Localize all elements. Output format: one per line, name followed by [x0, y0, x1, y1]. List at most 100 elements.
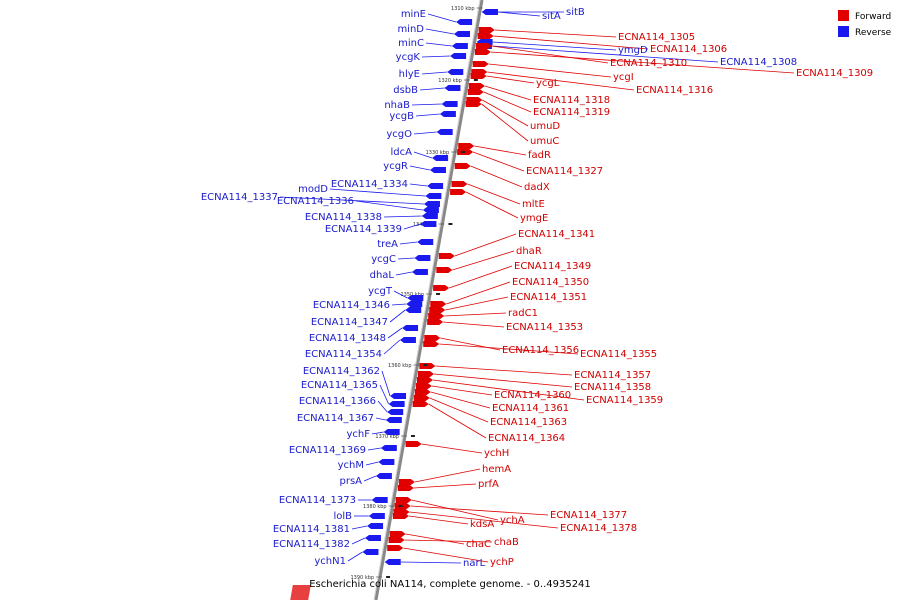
gene-label-modd[interactable]: modD	[298, 184, 328, 195]
gene-label-umuc[interactable]: umuC	[530, 136, 559, 147]
gene-feature-ecna114-1310[interactable]	[475, 43, 492, 49]
gene-feature-ecna114-1336[interactable]	[422, 207, 439, 213]
gene-feature-ecna114-1350[interactable]	[430, 301, 447, 307]
gene-feature-ecna114-1355[interactable]	[423, 341, 440, 347]
gene-label-hlye[interactable]: hlyE	[399, 69, 420, 80]
gene-feature-prfa[interactable]	[397, 485, 414, 491]
gene-label-hema[interactable]: hemA	[482, 464, 511, 475]
gene-feature-trea[interactable]	[417, 239, 434, 245]
gene-label-ecna114-1373[interactable]: ECNA114_1373	[279, 495, 356, 506]
gene-label-dhar[interactable]: dhaR	[516, 246, 542, 257]
gene-feature-ecna114-1382[interactable]	[364, 535, 381, 541]
gene-label-ecna114-1355[interactable]: ECNA114_1355	[580, 349, 657, 360]
gene-feature-ecna114-1305[interactable]	[478, 27, 495, 33]
gene-feature-ecna114-1367[interactable]	[385, 417, 402, 423]
gene-feature-ecna114-1365[interactable]	[388, 401, 405, 407]
gene-label-ychf[interactable]: ychF	[346, 429, 370, 440]
gene-label-ecna114-1359[interactable]: ECNA114_1359	[586, 395, 663, 406]
gene-feature-ycgk[interactable]	[450, 53, 467, 59]
gene-feature-ymge[interactable]	[450, 189, 467, 195]
gene-label-sitb[interactable]: sitB	[566, 7, 585, 18]
gene-feature-ecna114-1318[interactable]	[468, 83, 485, 89]
gene-feature-ecna114-1348[interactable]	[402, 325, 419, 331]
gene-feature-modd[interactable]	[425, 193, 442, 199]
gene-label-mind[interactable]: minD	[397, 24, 424, 35]
gene-feature-minc[interactable]	[451, 43, 468, 49]
gene-label-ecna114-1346[interactable]: ECNA114_1346	[313, 300, 390, 311]
gene-label-ychh[interactable]: ychH	[484, 448, 509, 459]
gene-feature-ycgb[interactable]	[439, 111, 456, 117]
gene-label-dhal[interactable]: dhaL	[370, 270, 395, 281]
gene-label-ecna114-1354[interactable]: ECNA114_1354	[305, 349, 382, 360]
gene-label-ecna114-1319[interactable]: ECNA114_1319	[533, 107, 610, 118]
gene-feature-ecna114-1364[interactable]	[412, 401, 429, 407]
gene-feature-ecna114-1346[interactable]	[406, 301, 423, 307]
gene-label-umud[interactable]: umuD	[530, 121, 560, 132]
gene-feature-ychn1[interactable]	[362, 549, 379, 555]
gene-feature-ldca[interactable]	[432, 155, 449, 161]
gene-label-ychm[interactable]: ychM	[338, 460, 364, 471]
gene-feature-hlye[interactable]	[447, 69, 464, 75]
gene-label-ecna114-1316[interactable]: ECNA114_1316	[636, 85, 713, 96]
gene-label-ldca[interactable]: ldcA	[391, 147, 413, 158]
gene-feature-ecna114-1381[interactable]	[367, 523, 384, 529]
gene-feature-narl[interactable]	[384, 559, 401, 565]
gene-label-ymgd[interactable]: ymgD	[618, 45, 648, 56]
gene-label-ecna114-1365[interactable]: ECNA114_1365	[301, 380, 378, 391]
gene-feature-ycgc[interactable]	[414, 255, 431, 261]
gene-label-ecna114-1377[interactable]: ECNA114_1377	[550, 510, 627, 521]
gene-label-ecna114-1348[interactable]: ECNA114_1348	[309, 333, 386, 344]
gene-label-ycgl[interactable]: ycgL	[536, 78, 560, 89]
gene-label-ecna114-1360[interactable]: ECNA114_1360	[494, 390, 571, 401]
gene-label-ychn1[interactable]: ychN1	[314, 556, 346, 567]
gene-feature-ecna114-1334[interactable]	[427, 183, 444, 189]
gene-feature-mind[interactable]	[453, 31, 470, 37]
gene-label-ecna114-1351[interactable]: ECNA114_1351	[510, 292, 587, 303]
gene-feature-ecna114-1362[interactable]	[390, 393, 407, 399]
gene-feature-ycgo[interactable]	[436, 129, 453, 135]
gene-label-fadr[interactable]: fadR	[528, 150, 551, 161]
gene-feature-ecna114-1349[interactable]	[433, 285, 450, 291]
gene-label-ecna114-1382[interactable]: ECNA114_1382	[273, 539, 350, 550]
gene-feature-ycgr[interactable]	[429, 167, 446, 173]
gene-label-ycgt[interactable]: ycgT	[368, 286, 393, 297]
gene-feature-ecna114-1306[interactable]	[477, 33, 494, 39]
gene-label-narl[interactable]: narL	[463, 558, 486, 569]
gene-label-ychp[interactable]: ychP	[490, 557, 514, 568]
gene-feature-ecna114-1339[interactable]	[420, 221, 437, 227]
gene-label-ecna114-1381[interactable]: ECNA114_1381	[273, 524, 350, 535]
gene-label-dadx[interactable]: dadX	[524, 182, 550, 193]
gene-feature-ecna114-1359[interactable]	[416, 377, 433, 383]
gene-feature-ecna114-1356[interactable]	[424, 335, 441, 341]
gene-feature-ychh[interactable]	[405, 441, 422, 447]
gene-label-ecna114-1310[interactable]: ECNA114_1310	[610, 58, 687, 69]
gene-label-ecna114-1350[interactable]: ECNA114_1350	[512, 277, 589, 288]
gene-feature-ecna114-1360[interactable]	[415, 383, 432, 389]
gene-label-prfa[interactable]: prfA	[478, 479, 499, 490]
gene-label-ycha[interactable]: ychA	[500, 515, 525, 526]
gene-label-ecna114-1362[interactable]: ECNA114_1362	[303, 366, 380, 377]
gene-feature-ecna114-1347[interactable]	[405, 307, 422, 313]
gene-label-minc[interactable]: minC	[398, 38, 424, 49]
gene-feature-ychf[interactable]	[383, 429, 400, 435]
gene-label-ecna114-1353[interactable]: ECNA114_1353	[506, 322, 583, 333]
gene-feature-prsa[interactable]	[375, 473, 392, 479]
gene-feature-fadr[interactable]	[458, 143, 475, 149]
gene-feature-ecna114-1353[interactable]	[427, 319, 444, 325]
gene-label-ecna114-1378[interactable]: ECNA114_1378	[560, 523, 637, 534]
gene-feature-ecna114-1337[interactable]	[423, 201, 440, 207]
gene-feature-ecna114-1309[interactable]	[474, 49, 491, 55]
gene-label-ecna114-1334[interactable]: ECNA114_1334	[331, 179, 408, 190]
gene-feature-mine[interactable]	[456, 19, 473, 25]
gene-label-ecna114-1339[interactable]: ECNA114_1339	[325, 224, 402, 235]
gene-feature-ecna114-1338[interactable]	[421, 213, 438, 219]
gene-label-ecna114-1308[interactable]: ECNA114_1308	[720, 57, 797, 68]
gene-feature-ecna114-1316[interactable]	[471, 69, 488, 75]
gene-feature-ecna114-1341[interactable]	[438, 253, 455, 259]
gene-feature-ecna114-1369[interactable]	[380, 445, 397, 451]
gene-label-sita[interactable]: sitA	[542, 11, 561, 22]
gene-feature-ecna114-1358[interactable]	[417, 371, 434, 377]
gene-feature-ecna114-1354[interactable]	[399, 337, 416, 343]
gene-feature-sitb[interactable]	[481, 9, 498, 15]
gene-label-kdsa[interactable]: kdsA	[470, 519, 494, 530]
